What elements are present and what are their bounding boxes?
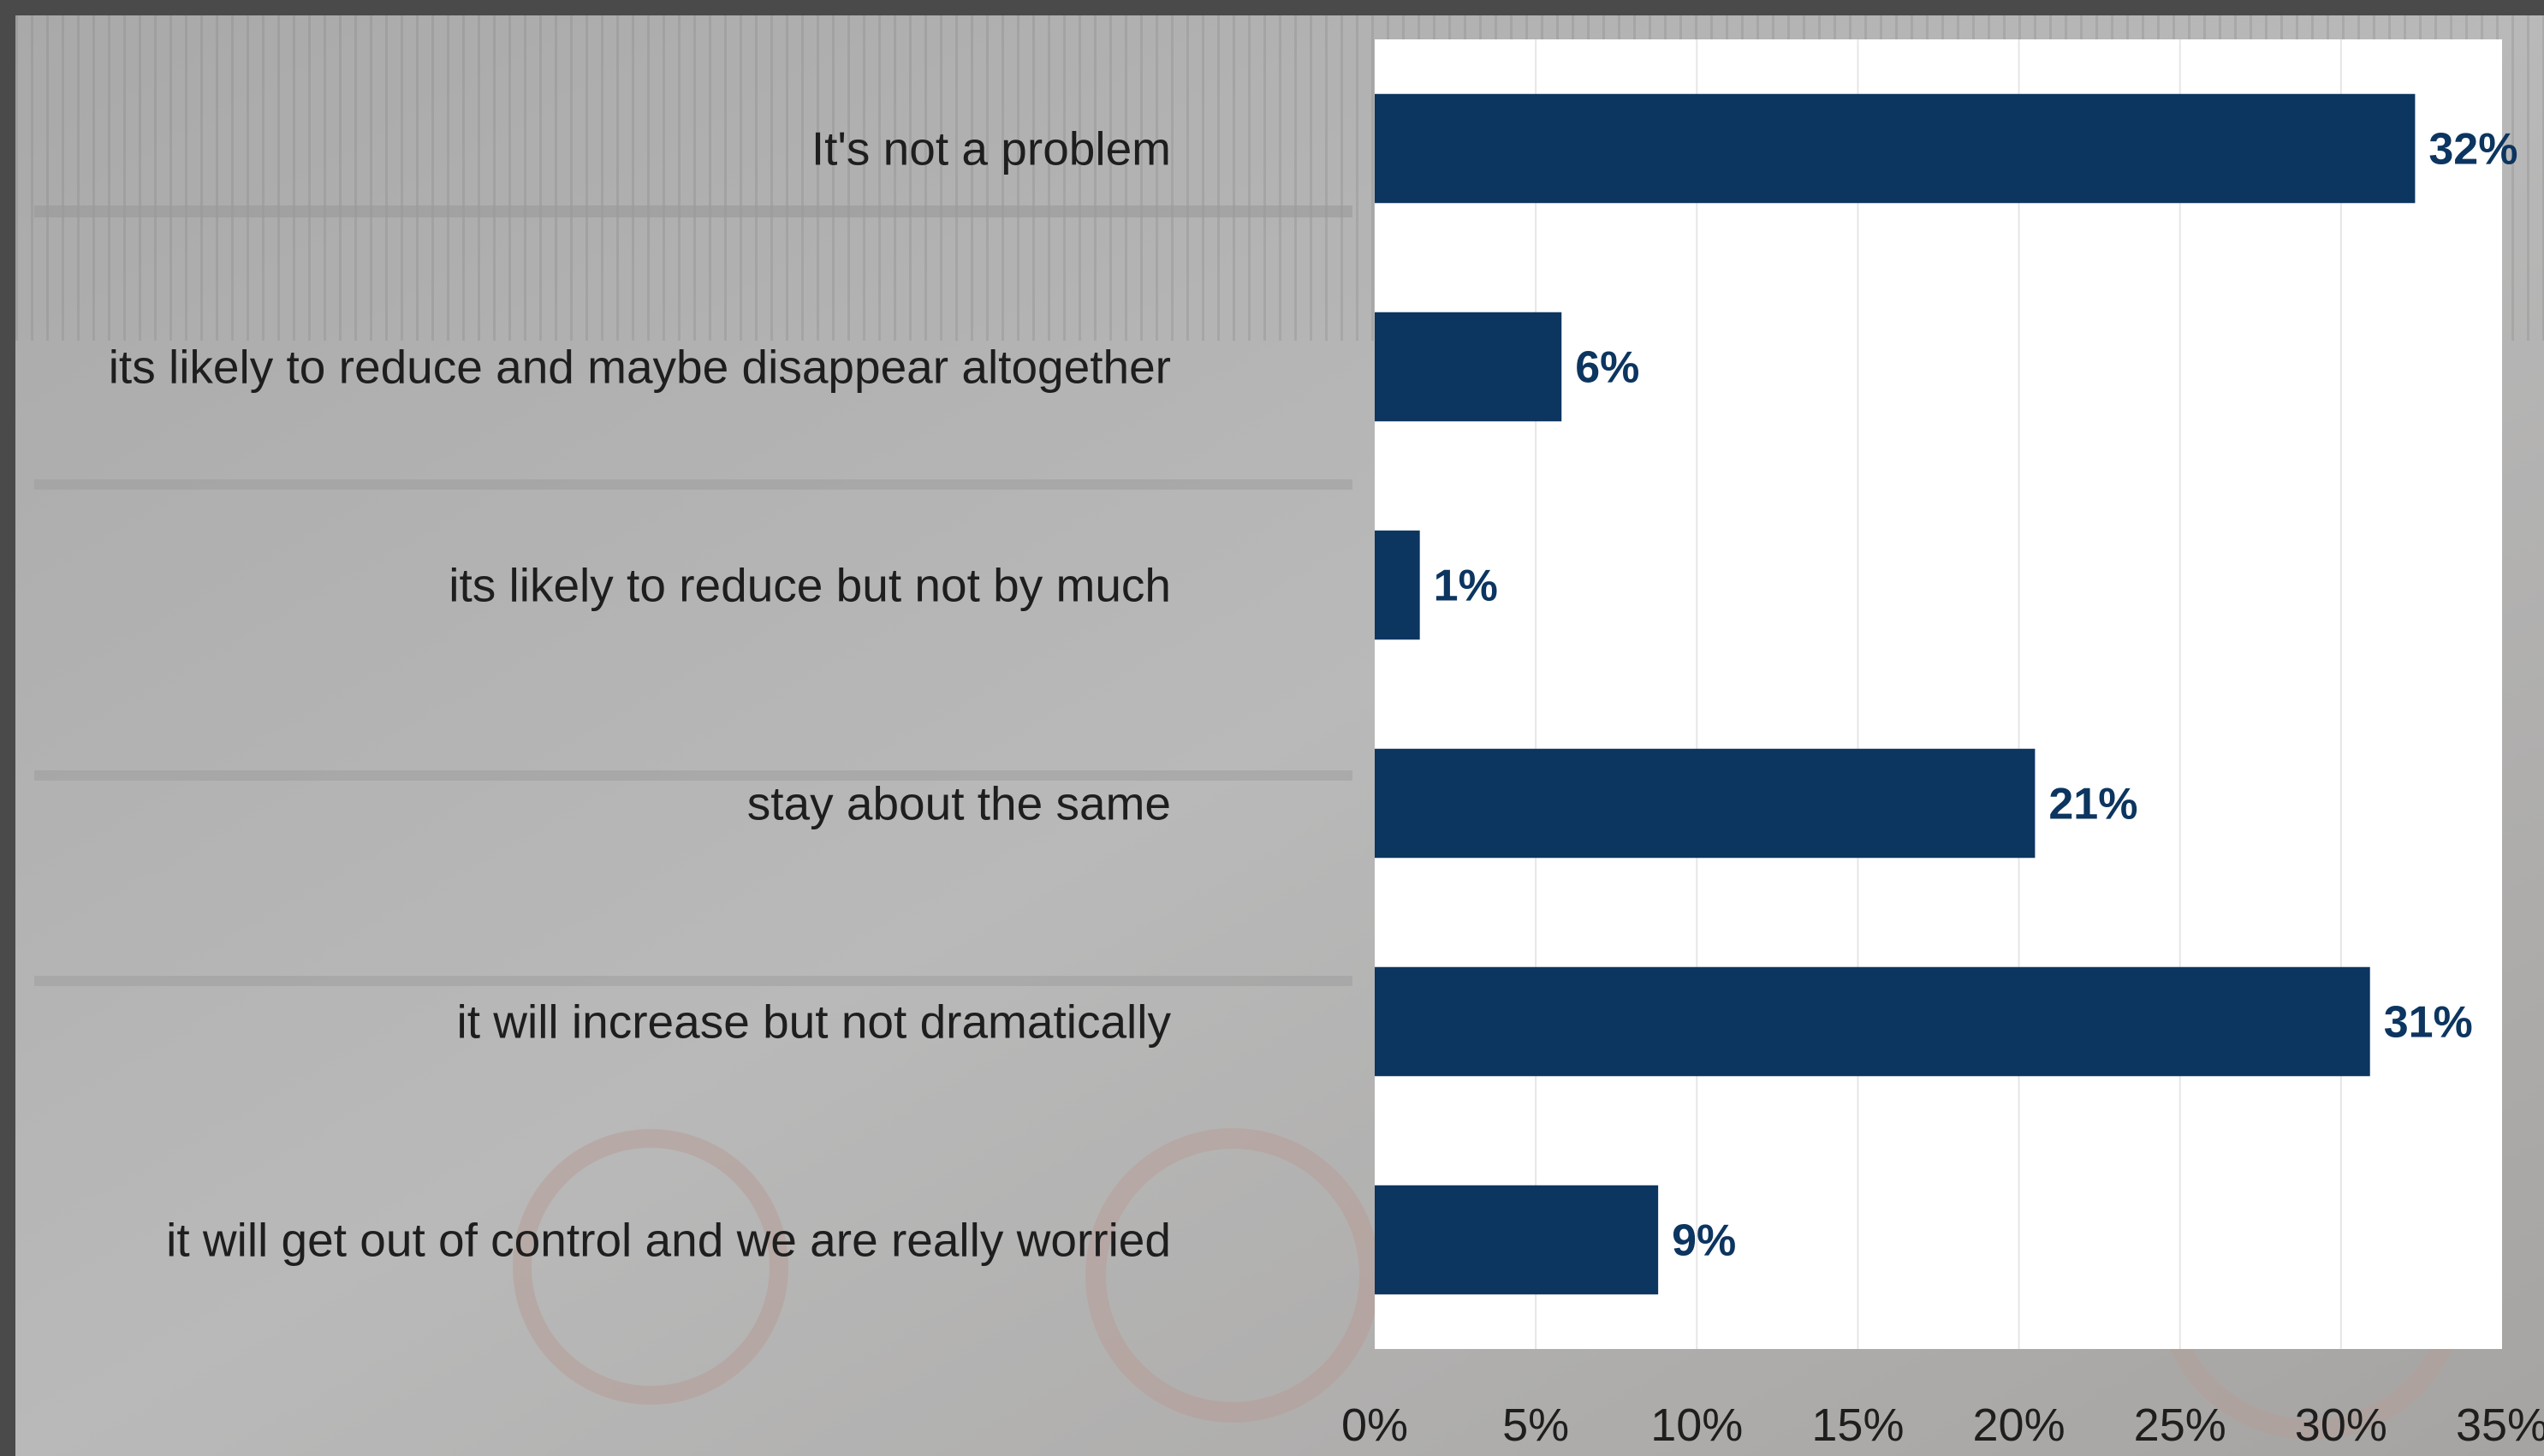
plot-area bbox=[1375, 39, 2502, 1349]
bar bbox=[1375, 966, 2370, 1077]
data-label: 31% bbox=[2384, 998, 2473, 1048]
bar bbox=[1375, 93, 2416, 204]
bar bbox=[1375, 530, 1420, 640]
bars bbox=[1375, 93, 2416, 1295]
data-label: 9% bbox=[1672, 1216, 1736, 1266]
bar bbox=[1375, 748, 2036, 859]
bar bbox=[1375, 1185, 1659, 1295]
category-label: its likely to reduce but not by much bbox=[449, 559, 1171, 612]
category-label: its likely to reduce and maybe disappear… bbox=[109, 341, 1171, 394]
data-label: 1% bbox=[1434, 562, 1498, 611]
bar bbox=[1375, 312, 1562, 422]
x-tick-label: 15% bbox=[1811, 1400, 1904, 1451]
data-label: 6% bbox=[1575, 343, 1639, 393]
category-label: stay about the same bbox=[747, 777, 1171, 830]
x-tick-label: 10% bbox=[1650, 1400, 1743, 1451]
category-label: It's not a problem bbox=[811, 122, 1171, 175]
x-tick-label: 30% bbox=[2295, 1400, 2387, 1451]
x-tick-label: 5% bbox=[1502, 1400, 1569, 1451]
data-label: 21% bbox=[2048, 780, 2137, 829]
x-tick-label: 25% bbox=[2134, 1400, 2226, 1451]
data-label: 32% bbox=[2428, 125, 2517, 175]
category-labels: It's not a problem its likely to reduce a… bbox=[109, 122, 1172, 1267]
grid-lines bbox=[1535, 39, 2342, 1349]
value-labels: 32% 6% 1% 21% 31% 9% bbox=[1434, 125, 2518, 1266]
x-tick-label: 20% bbox=[1973, 1400, 2066, 1451]
category-label: it will get out of control and we are re… bbox=[166, 1214, 1171, 1267]
category-label: it will increase but not dramatically bbox=[456, 995, 1171, 1049]
x-tick-label: 35% bbox=[2456, 1400, 2544, 1451]
x-axis-ticks: 0% 5% 10% 15% 20% 25% 30% 35% bbox=[1341, 1400, 2544, 1451]
x-tick-label: 0% bbox=[1341, 1400, 1408, 1451]
